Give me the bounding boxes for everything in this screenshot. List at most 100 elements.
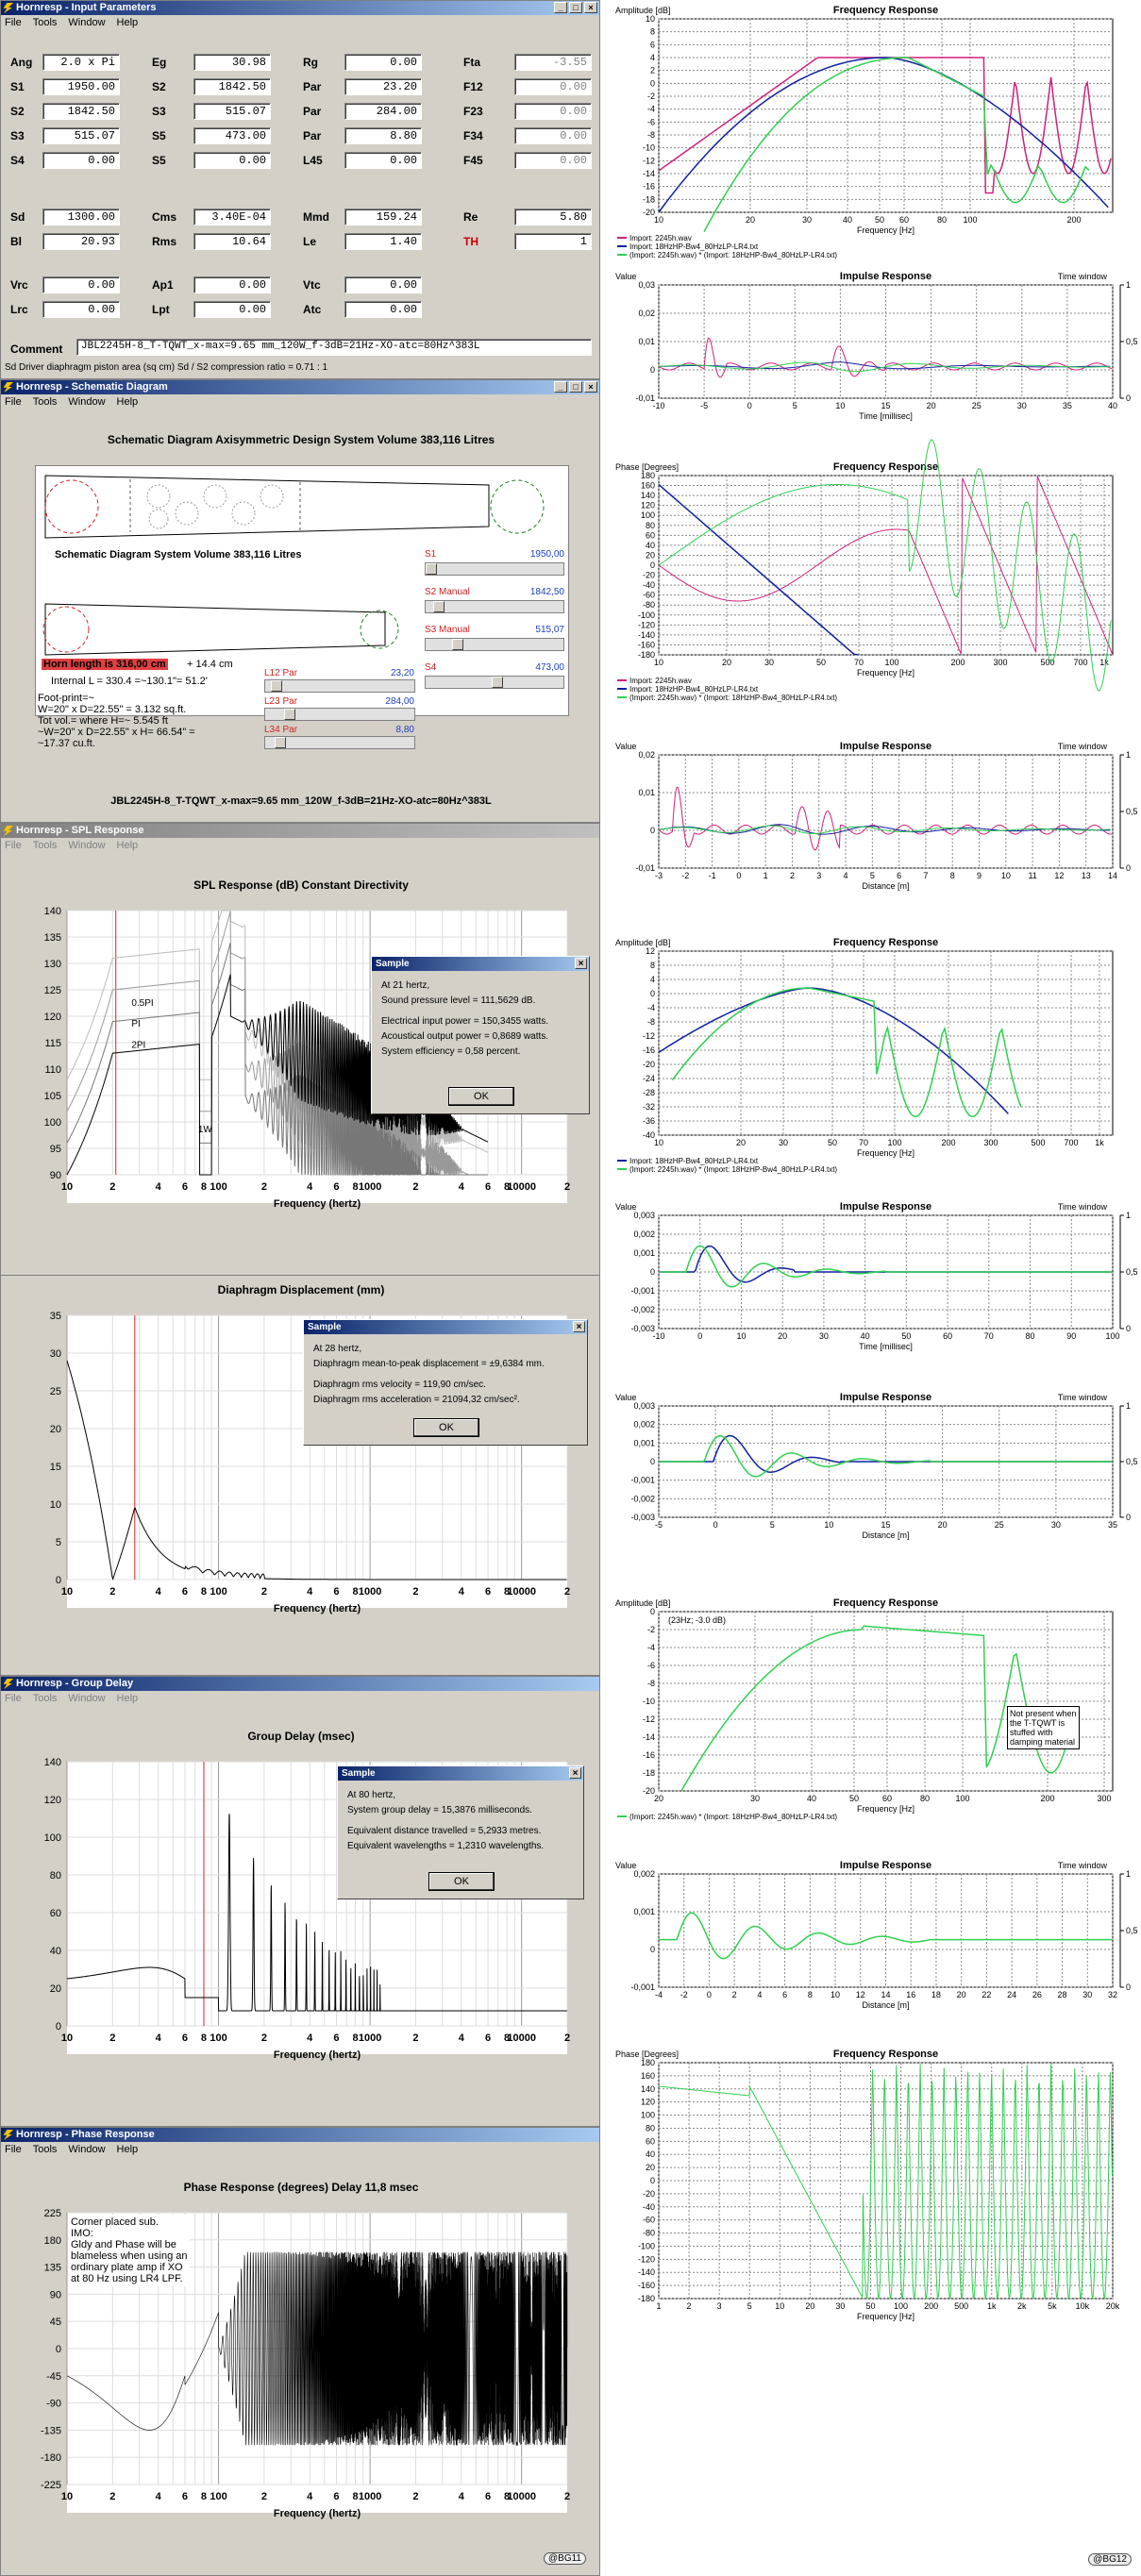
y-tick-label: 20 (50, 1424, 61, 1435)
param-field[interactable]: 515.07 (193, 103, 271, 120)
x-tick-label: 2 (412, 2491, 418, 2502)
menu-tools[interactable]: Tools (32, 840, 58, 851)
param-field[interactable]: 284.00 (344, 103, 422, 120)
param-field[interactable]: 8.80 (344, 127, 422, 144)
param-field[interactable]: 0.00 (42, 301, 120, 318)
comment-field[interactable]: JBL2245H-8_T-TQWT_x-max=9.65 mm_120W_f-3… (76, 339, 592, 356)
menu-window[interactable]: Window (68, 396, 106, 408)
ok-button[interactable]: OK (428, 1872, 495, 1891)
x-tick-label: 2 (109, 2491, 115, 2502)
param-field[interactable]: 159.24 (344, 209, 422, 226)
menu-file[interactable]: File (5, 2144, 22, 2155)
menu-window[interactable]: Window (68, 1693, 106, 1704)
menu-window[interactable]: Window (68, 840, 106, 851)
param-field[interactable]: 1950.00 (42, 78, 120, 95)
menu-window[interactable]: Window (68, 2144, 106, 2155)
param-field[interactable]: 2.0 x Pi (42, 54, 120, 71)
x-tick-label: 15 (881, 1520, 890, 1530)
slider-thumb[interactable] (426, 563, 437, 575)
param-field[interactable]: 0.00 (514, 152, 592, 169)
param-field[interactable]: 0.00 (344, 54, 422, 71)
menu-tools[interactable]: Tools (32, 17, 58, 28)
menu-help[interactable]: Help (116, 17, 139, 28)
x-tick-label: 20 (957, 1990, 966, 1999)
menu-file[interactable]: File (5, 1693, 22, 1704)
param-field[interactable]: 0.00 (514, 127, 592, 144)
slider-track[interactable] (264, 736, 415, 749)
slider-thumb[interactable] (433, 601, 445, 612)
x-tick-label: 22 (982, 1990, 991, 1999)
param-field[interactable]: 0.00 (193, 301, 271, 318)
param-field[interactable]: 0.00 (42, 276, 120, 293)
menu-help[interactable]: Help (116, 1693, 139, 1704)
slider-thumb[interactable] (492, 677, 503, 688)
y-tick-label: -90 (46, 2399, 61, 2410)
slider-track[interactable] (425, 600, 564, 613)
param-field[interactable]: 0.00 (514, 103, 592, 120)
close-icon[interactable]: × (573, 1321, 585, 1332)
param-field[interactable]: 0.00 (344, 276, 422, 293)
y-tick-label: 0 (650, 1267, 655, 1277)
param-field[interactable]: 473.00 (193, 127, 271, 144)
param-field[interactable]: 0.00 (344, 301, 422, 318)
param-field[interactable]: 0.00 (193, 276, 271, 293)
menu-help[interactable]: Help (116, 2144, 139, 2155)
x-tick-label: 100 (210, 2032, 227, 2044)
menu-file[interactable]: File (5, 396, 22, 408)
note-line: Not present when (1010, 1709, 1077, 1718)
param-field[interactable]: 30.98 (193, 54, 271, 71)
slider-thumb[interactable] (275, 737, 286, 748)
param-field[interactable]: 3.40E-04 (193, 209, 271, 226)
param-field[interactable]: 1842.50 (193, 78, 271, 95)
maximize-button[interactable]: □ (569, 381, 582, 393)
slider-track[interactable] (264, 708, 415, 721)
minimize-button[interactable]: _ (554, 2, 567, 13)
param-label: Lrc (10, 303, 28, 316)
slider-thumb[interactable] (284, 709, 295, 720)
ir2-panel: Impulse Response Value Time window 0,02 0,01… (613, 736, 1141, 901)
ok-button[interactable]: OK (448, 1087, 514, 1106)
param-field[interactable]: 0.00 (42, 152, 120, 169)
param-field[interactable]: 1300.00 (42, 209, 120, 226)
ok-button[interactable]: OK (413, 1418, 479, 1437)
param-field[interactable]: 23.20 (344, 78, 422, 95)
param-field[interactable]: 1.40 (344, 233, 422, 250)
fr1-panel: Frequency Response Amplitude [dB] 10 8 6 4 2 0-… (613, 0, 1141, 283)
menu-tools[interactable]: Tools (32, 2144, 58, 2155)
slider-track[interactable] (264, 679, 415, 693)
close-icon[interactable]: × (575, 958, 587, 969)
y-tick-label: 0,001 (633, 1907, 655, 1916)
close-button[interactable]: × (584, 2, 597, 13)
menu-tools[interactable]: Tools (32, 1693, 58, 1704)
x-tick-label: 200 (950, 658, 965, 667)
param-label: S1 (10, 80, 25, 93)
param-field[interactable]: 1842.50 (42, 103, 120, 120)
param-field[interactable]: 1 (514, 233, 592, 250)
marker-label: (23Hz; -3.0 dB) (668, 1615, 726, 1625)
slider-thumb[interactable] (452, 639, 463, 650)
menu-help[interactable]: Help (116, 396, 139, 408)
slider-track[interactable] (425, 638, 564, 651)
close-button[interactable]: × (584, 381, 597, 393)
close-icon[interactable]: × (569, 1767, 581, 1779)
param-field[interactable]: 5.80 (514, 209, 592, 226)
param-field[interactable]: 0.00 (344, 152, 422, 169)
plot-svg: Impulse Response Value Time window 0,002 0,0… (615, 1860, 1138, 2010)
param-field[interactable]: 20.93 (42, 233, 120, 250)
param-field[interactable]: 515.07 (42, 127, 120, 144)
param-field[interactable]: 10.64 (193, 233, 271, 250)
menu-window[interactable]: Window (68, 17, 106, 28)
menu-tools[interactable]: Tools (32, 396, 58, 408)
slider-track[interactable] (425, 562, 564, 576)
menu-file[interactable]: File (5, 17, 22, 28)
slider-track[interactable] (425, 676, 564, 689)
maximize-button[interactable]: □ (569, 2, 582, 13)
slider-thumb[interactable] (271, 680, 282, 692)
param-field[interactable]: 0.00 (514, 78, 592, 95)
minimize-button[interactable]: _ (554, 381, 567, 393)
menu-file[interactable]: File (5, 840, 22, 851)
param-field[interactable]: -3.55 (514, 54, 592, 71)
menu-help[interactable]: Help (116, 840, 139, 851)
param-field[interactable]: 0.00 (193, 152, 271, 169)
x-tick-label: 100 (887, 1138, 901, 1147)
